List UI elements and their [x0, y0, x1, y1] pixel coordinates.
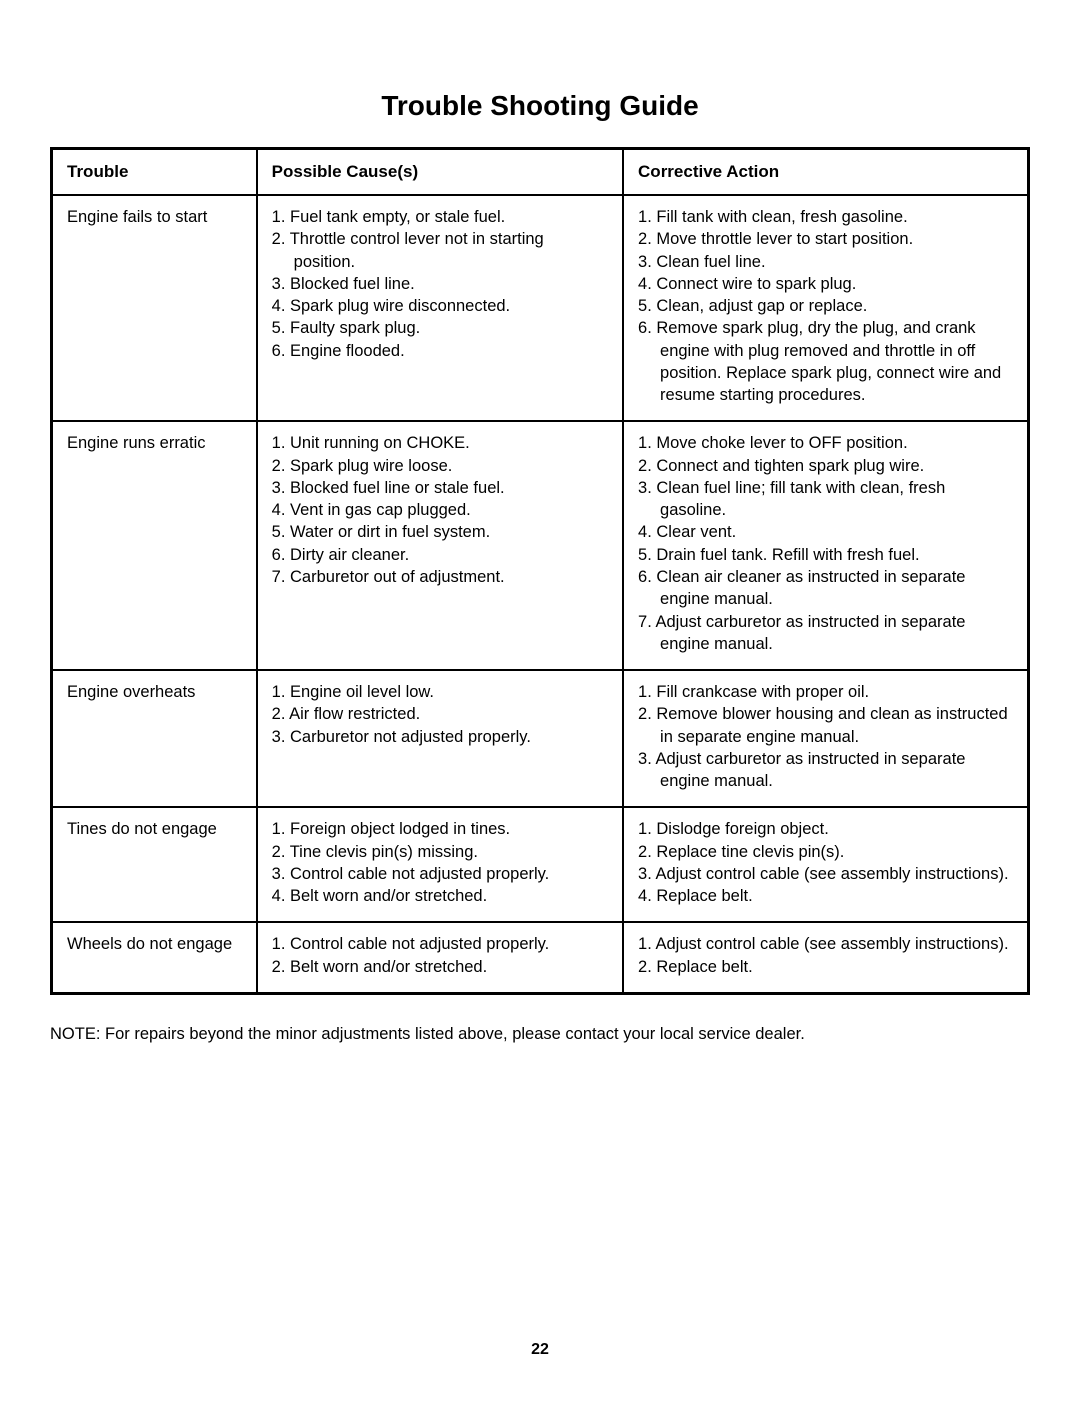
action-item: 1. Move choke lever to OFF position.: [638, 432, 1013, 454]
cell-cause: 1. Fuel tank empty, or stale fuel.2. Thr…: [257, 195, 623, 421]
cell-trouble: Tines do not engage: [52, 807, 257, 922]
cause-item: 2. Tine clevis pin(s) missing.: [272, 841, 608, 863]
cause-item: 5. Faulty spark plug.: [272, 317, 608, 339]
table-row: Wheels do not engage1. Control cable not…: [52, 922, 1029, 993]
table-row: Engine runs erratic1. Unit running on CH…: [52, 421, 1029, 670]
cell-cause: 1. Unit running on CHOKE.2. Spark plug w…: [257, 421, 623, 670]
action-item: 2. Move throttle lever to start position…: [638, 228, 1013, 250]
cause-item: 1. Control cable not adjusted properly.: [272, 933, 608, 955]
note-text: NOTE: For repairs beyond the minor adjus…: [50, 1025, 1030, 1044]
cause-item: 5. Water or dirt in fuel system.: [272, 521, 608, 543]
cause-item: 3. Blocked fuel line.: [272, 273, 608, 295]
action-item: 3. Adjust carburetor as instructed in se…: [638, 748, 1013, 793]
cause-item: 1. Fuel tank empty, or stale fuel.: [272, 206, 608, 228]
cell-trouble: Engine runs erratic: [52, 421, 257, 670]
action-item: 1. Dislodge foreign object.: [638, 818, 1013, 840]
action-item: 2. Remove blower housing and clean as in…: [638, 703, 1013, 748]
cell-action: 1. Fill crankcase with proper oil.2. Rem…: [623, 670, 1028, 807]
cause-item: 2. Air flow restricted.: [272, 703, 608, 725]
cause-item: 6. Dirty air cleaner.: [272, 544, 608, 566]
cell-action: 1. Adjust control cable (see assembly in…: [623, 922, 1028, 993]
page-number: 22: [0, 1341, 1080, 1359]
cause-item: 1. Engine oil level low.: [272, 681, 608, 703]
cell-action: 1. Dislodge foreign object.2. Replace ti…: [623, 807, 1028, 922]
cause-item: 2. Belt worn and/or stretched.: [272, 956, 608, 978]
cause-item: 4. Belt worn and/or stretched.: [272, 885, 608, 907]
table-row: Engine fails to start1. Fuel tank empty,…: [52, 195, 1029, 421]
action-item: 5. Clean, adjust gap or replace.: [638, 295, 1013, 317]
cause-item: 4. Spark plug wire disconnected.: [272, 295, 608, 317]
cell-cause: 1. Foreign object lodged in tines.2. Tin…: [257, 807, 623, 922]
action-item: 2. Connect and tighten spark plug wire.: [638, 455, 1013, 477]
cell-action: 1. Fill tank with clean, fresh gasoline.…: [623, 195, 1028, 421]
cause-item: 6. Engine flooded.: [272, 340, 608, 362]
cause-item: 3. Blocked fuel line or stale fuel.: [272, 477, 608, 499]
action-item: 6. Clean air cleaner as instructed in se…: [638, 566, 1013, 611]
header-cause: Possible Cause(s): [257, 149, 623, 196]
header-action: Corrective Action: [623, 149, 1028, 196]
table-row: Engine overheats1. Engine oil level low.…: [52, 670, 1029, 807]
cause-item: 1. Foreign object lodged in tines.: [272, 818, 608, 840]
table-body: Engine fails to start1. Fuel tank empty,…: [52, 195, 1029, 993]
cause-item: 2. Throttle control lever not in startin…: [272, 228, 608, 273]
cell-trouble: Wheels do not engage: [52, 922, 257, 993]
table-row: Tines do not engage1. Foreign object lod…: [52, 807, 1029, 922]
action-item: 4. Clear vent.: [638, 521, 1013, 543]
action-item: 3. Adjust control cable (see assembly in…: [638, 863, 1013, 885]
action-item: 1. Fill tank with clean, fresh gasoline.: [638, 206, 1013, 228]
cause-item: 3. Control cable not adjusted properly.: [272, 863, 608, 885]
cause-item: 4. Vent in gas cap plugged.: [272, 499, 608, 521]
action-item: 3. Clean fuel line.: [638, 251, 1013, 273]
action-item: 1. Adjust control cable (see assembly in…: [638, 933, 1013, 955]
cell-action: 1. Move choke lever to OFF position.2. C…: [623, 421, 1028, 670]
action-item: 6. Remove spark plug, dry the plug, and …: [638, 317, 1013, 406]
cause-item: 1. Unit running on CHOKE.: [272, 432, 608, 454]
action-item: 2. Replace belt.: [638, 956, 1013, 978]
action-item: 5. Drain fuel tank. Refill with fresh fu…: [638, 544, 1013, 566]
action-item: 7. Adjust carburetor as instructed in se…: [638, 611, 1013, 656]
header-trouble: Trouble: [52, 149, 257, 196]
action-item: 3. Clean fuel line; fill tank with clean…: [638, 477, 1013, 522]
action-item: 4. Connect wire to spark plug.: [638, 273, 1013, 295]
cause-item: 2. Spark plug wire loose.: [272, 455, 608, 477]
cell-cause: 1. Engine oil level low.2. Air flow rest…: [257, 670, 623, 807]
table-header-row: Trouble Possible Cause(s) Corrective Act…: [52, 149, 1029, 196]
cause-item: 7. Carburetor out of adjustment.: [272, 566, 608, 588]
action-item: 4. Replace belt.: [638, 885, 1013, 907]
cell-trouble: Engine overheats: [52, 670, 257, 807]
cell-cause: 1. Control cable not adjusted properly.2…: [257, 922, 623, 993]
cell-trouble: Engine fails to start: [52, 195, 257, 421]
page-title: Trouble Shooting Guide: [50, 90, 1030, 122]
action-item: 1. Fill crankcase with proper oil.: [638, 681, 1013, 703]
cause-item: 3. Carburetor not adjusted properly.: [272, 726, 608, 748]
troubleshoot-table: Trouble Possible Cause(s) Corrective Act…: [50, 147, 1030, 995]
action-item: 2. Replace tine clevis pin(s).: [638, 841, 1013, 863]
